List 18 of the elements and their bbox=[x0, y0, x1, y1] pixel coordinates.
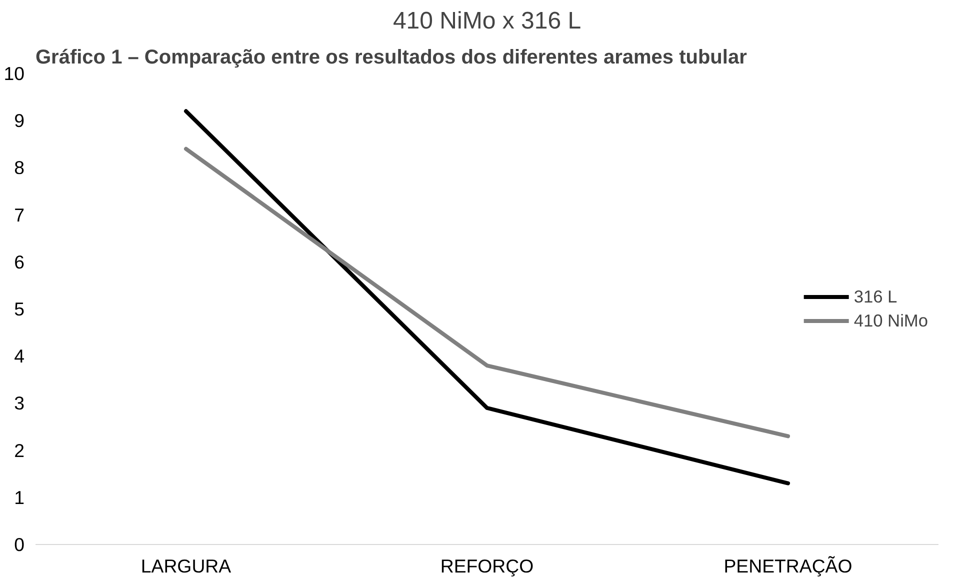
y-tick-label: 5 bbox=[14, 298, 25, 320]
y-tick-label: 0 bbox=[14, 534, 25, 555]
x-tick-label: PENETRAÇÃO bbox=[724, 556, 852, 576]
x-tick-label: REFORÇO bbox=[440, 556, 534, 576]
y-tick-label: 2 bbox=[14, 440, 25, 461]
y-tick-label: 6 bbox=[14, 251, 25, 272]
chart-title: 410 NiMo x 316 L bbox=[392, 8, 582, 34]
legend-label: 316 L bbox=[854, 286, 898, 307]
text: Gráfico 1 – Comparação entre os resultados dos diferentes arames tubular bbox=[36, 46, 748, 68]
y-tick-label: 8 bbox=[14, 157, 25, 178]
y-tick-label: 10 bbox=[4, 63, 25, 84]
y-tick-label: 7 bbox=[14, 204, 25, 226]
legend-label: 410 NiMo bbox=[854, 310, 928, 331]
y-tick-label: 3 bbox=[14, 392, 25, 414]
y-tick-label: 4 bbox=[14, 346, 25, 367]
y-tick-label: 1 bbox=[14, 486, 25, 508]
y-tick-label: 9 bbox=[14, 110, 25, 132]
x-tick-label: LARGURA bbox=[140, 556, 232, 576]
